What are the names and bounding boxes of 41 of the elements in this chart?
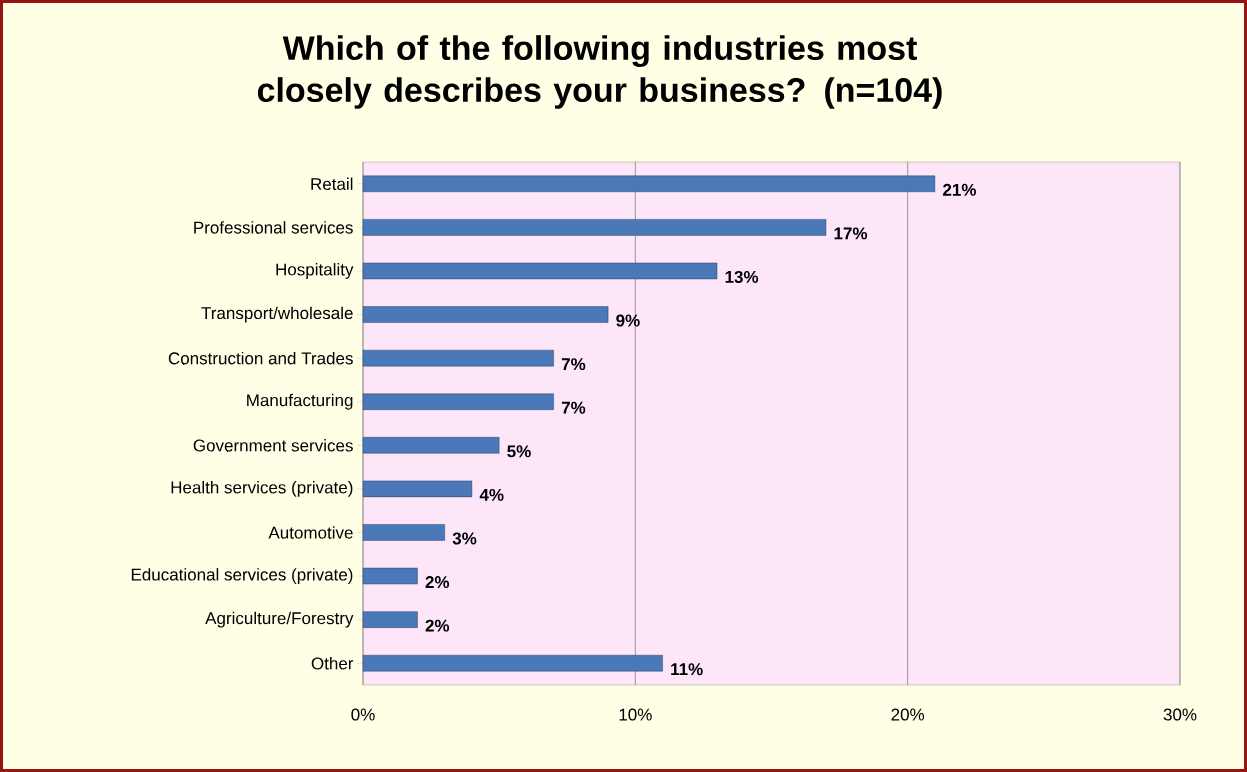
y-tick-label: Professional services xyxy=(194,221,353,234)
y-tick-label: Agriculture/Forestry xyxy=(205,611,354,628)
chart-title: Which of the following industries most closely describes your business? (n=104) xyxy=(257,35,942,109)
bar xyxy=(362,524,445,541)
data-label: 2% xyxy=(425,576,450,589)
data-label: 7% xyxy=(561,358,586,371)
data-label: 7% xyxy=(561,401,586,414)
data-label: 5% xyxy=(507,445,531,458)
data-label: 2% xyxy=(425,619,450,632)
x-tick-label: 10% xyxy=(619,708,652,721)
x-tick-label: 0% xyxy=(351,708,375,721)
bar xyxy=(362,655,663,672)
y-tick-label: Manufacturing xyxy=(247,393,353,410)
bar xyxy=(362,262,718,280)
y-tick-label: Transport/wholesale xyxy=(201,306,353,323)
y-tick-label: Automotive xyxy=(268,526,353,539)
x-tick-label: 30% xyxy=(1163,708,1197,721)
x-tick-label: 20% xyxy=(891,708,925,721)
bar xyxy=(362,480,473,498)
y-tick-label: Educational services (private) xyxy=(131,568,353,584)
data-label: 11% xyxy=(671,663,703,676)
data-label: 4% xyxy=(479,488,504,501)
y-tick-label: Other xyxy=(311,656,354,670)
bar xyxy=(362,611,418,628)
y-tick-label: Hospitality xyxy=(276,263,354,279)
y-tick-label: Construction and Trades xyxy=(168,351,353,365)
data-label: 13% xyxy=(725,270,759,283)
data-label: 21% xyxy=(943,183,977,196)
bar xyxy=(362,393,554,410)
y-tick-label: Government services xyxy=(193,439,353,452)
bar xyxy=(362,567,418,585)
data-label: 3% xyxy=(452,532,477,545)
bar xyxy=(362,306,609,323)
y-tick-label: Retail xyxy=(311,177,353,191)
bar xyxy=(362,219,827,236)
bar xyxy=(362,437,500,454)
data-label: 9% xyxy=(616,314,640,327)
bar xyxy=(362,349,554,367)
y-tick-label: Health services (private) xyxy=(171,480,353,497)
bar xyxy=(362,175,936,192)
data-label: 17% xyxy=(834,227,868,240)
